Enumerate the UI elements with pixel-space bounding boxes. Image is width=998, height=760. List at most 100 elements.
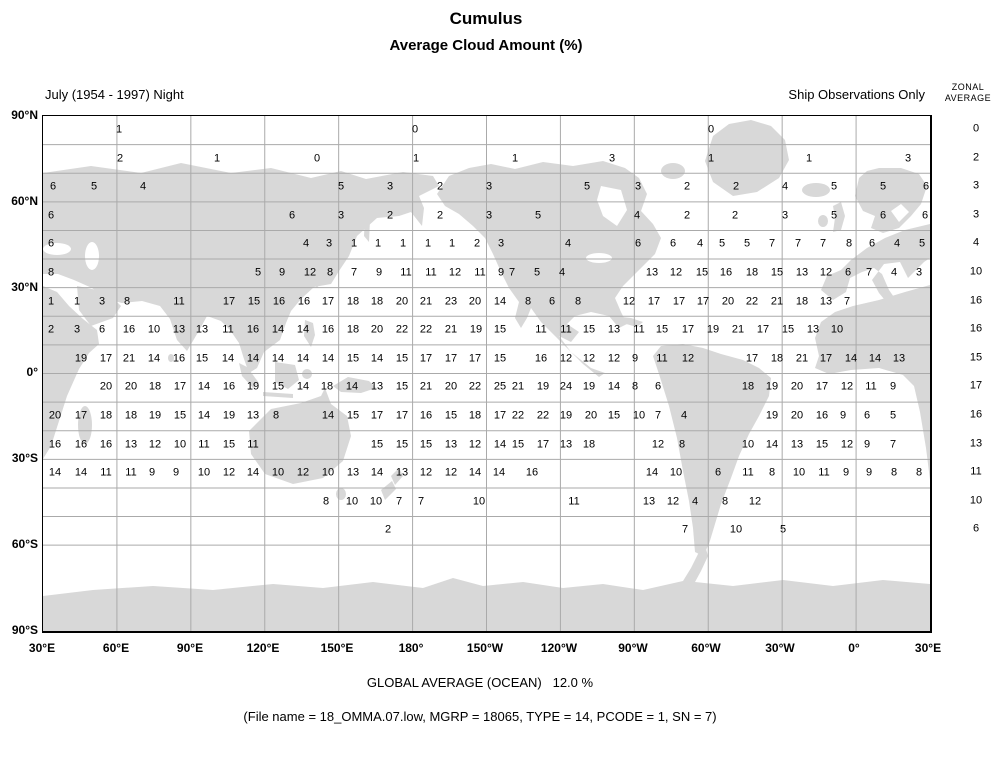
grid-value: 17 xyxy=(370,409,384,422)
grid-value: 13 xyxy=(444,438,458,451)
grid-value: 16 xyxy=(534,352,548,365)
grid-value: 5 xyxy=(254,266,262,279)
zonal-average-header: ZONAL AVERAGE xyxy=(938,82,998,104)
grid-value: 6 xyxy=(654,380,662,393)
grid-value: 1 xyxy=(399,237,407,250)
grid-value: 13 xyxy=(346,466,360,479)
grid-value: 16 xyxy=(525,466,539,479)
grid-value: 10 xyxy=(792,466,806,479)
lon-axis-label: 30°E xyxy=(28,641,56,655)
grid-value: 15 xyxy=(195,352,209,365)
grid-value: 1 xyxy=(448,237,456,250)
grid-value: 0 xyxy=(707,123,715,136)
grid-value: 11 xyxy=(865,380,877,393)
grid-value: 19 xyxy=(536,380,550,393)
grid-value: 20 xyxy=(444,380,458,393)
caspian-sea xyxy=(85,242,99,270)
grid-value: 6 xyxy=(714,466,722,479)
grid-value: 14 xyxy=(296,352,310,365)
zonal-average-value: 16 xyxy=(969,294,983,307)
grid-value: 22 xyxy=(511,409,525,422)
grid-value: 2 xyxy=(473,237,481,250)
grid-value: 15 xyxy=(173,409,187,422)
grid-value: 16 xyxy=(122,323,136,336)
philippines-islands xyxy=(304,320,315,347)
grid-value: 17 xyxy=(696,295,710,308)
grid-value: 10 xyxy=(669,466,683,479)
grid-value: 18 xyxy=(770,352,784,365)
grid-value: 15 xyxy=(419,438,433,451)
grid-value: 20 xyxy=(721,295,735,308)
grid-value: 10 xyxy=(271,466,285,479)
grid-value: 12 xyxy=(559,352,573,365)
grid-value: 19 xyxy=(148,409,162,422)
grid-value: 5 xyxy=(830,209,838,222)
zonal-average-value: 3 xyxy=(972,208,980,221)
grid-value: 4 xyxy=(633,209,641,222)
grid-value: 9 xyxy=(839,409,847,422)
scandinavia-landmass xyxy=(855,168,927,233)
grid-value: 15 xyxy=(346,409,360,422)
grid-value: 11 xyxy=(173,295,185,308)
grid-value: 5 xyxy=(830,180,838,193)
grid-value: 7 xyxy=(508,266,516,279)
grid-value: 6 xyxy=(844,266,852,279)
grid-value: 13 xyxy=(892,352,906,365)
grid-value: 11 xyxy=(247,438,259,451)
grid-value: 6 xyxy=(47,209,55,222)
grid-value: 21 xyxy=(122,352,136,365)
grid-value: 13 xyxy=(819,295,833,308)
grid-value: 2 xyxy=(683,209,691,222)
cuba-island xyxy=(613,316,643,327)
grid-value: 9 xyxy=(865,466,873,479)
grid-value: 15 xyxy=(395,380,409,393)
zonal-average-value: 11 xyxy=(970,465,982,478)
grid-value: 16 xyxy=(48,438,62,451)
grid-value: 11 xyxy=(633,323,645,336)
grid-value: 13 xyxy=(172,323,186,336)
grid-value: 4 xyxy=(302,237,310,250)
grid-value: 3 xyxy=(337,209,345,222)
tasmania-island xyxy=(336,488,346,500)
grid-value: 17 xyxy=(468,352,482,365)
lat-axis-label: 90°N xyxy=(11,108,38,122)
grid-value: 15 xyxy=(370,438,384,451)
grid-value: 7 xyxy=(395,495,403,508)
grid-value: 21 xyxy=(444,323,458,336)
grid-value: 1 xyxy=(374,237,382,250)
lon-axis-label: 30°E xyxy=(914,641,942,655)
sumatra-island xyxy=(239,363,259,388)
east-africa-landmass xyxy=(43,286,99,459)
grid-value: 2 xyxy=(732,180,740,193)
lat-axis-label: 60°S xyxy=(11,537,38,551)
grid-value: 4 xyxy=(564,237,572,250)
grid-value: 14 xyxy=(296,323,310,336)
grid-value: 14 xyxy=(370,466,384,479)
grid-value: 13 xyxy=(246,409,260,422)
grid-value: 10 xyxy=(632,409,646,422)
grid-value: 13 xyxy=(642,495,656,508)
grid-value: 18 xyxy=(99,409,113,422)
grid-value: 17 xyxy=(672,295,686,308)
grid-value: 12 xyxy=(419,466,433,479)
grid-value: 1 xyxy=(350,237,358,250)
grid-value: 22 xyxy=(468,380,482,393)
grid-value: 10 xyxy=(369,495,383,508)
grid-value: 12 xyxy=(669,266,683,279)
grid-value: 4 xyxy=(890,266,898,279)
grid-value: 14 xyxy=(246,466,260,479)
japan-islands xyxy=(314,247,336,288)
grid-value: 3 xyxy=(485,209,493,222)
grid-value: 17 xyxy=(681,323,695,336)
lon-axis-label: 60°E xyxy=(102,641,130,655)
grid-value: 4 xyxy=(781,180,789,193)
grid-value: 2 xyxy=(731,209,739,222)
grid-value: 11 xyxy=(198,438,210,451)
grid-value: 3 xyxy=(904,152,912,165)
zonal-average-value: 2 xyxy=(972,151,980,164)
zonal-header-line2: AVERAGE xyxy=(944,93,992,103)
grid-value: 14 xyxy=(296,380,310,393)
world-map-svg xyxy=(43,116,930,631)
grid-value: 1 xyxy=(213,152,221,165)
grid-value: 16 xyxy=(297,295,311,308)
